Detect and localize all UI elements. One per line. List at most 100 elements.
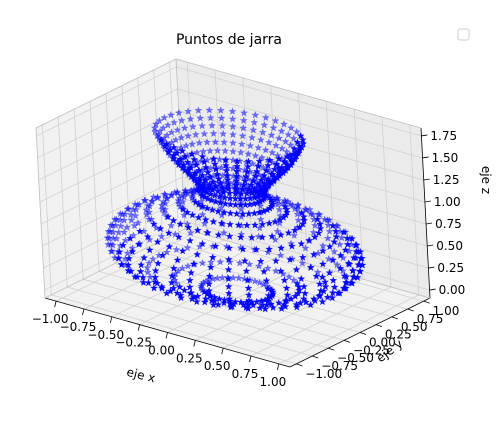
data-point-r17-p30	[208, 186, 217, 194]
data-point-r13-p27	[183, 208, 192, 216]
data-point-r20-p34	[232, 176, 241, 185]
data-point-r19-p27	[184, 169, 193, 177]
data-point-r11-p26	[150, 220, 158, 228]
data-point-r21-p14	[219, 129, 227, 138]
pane-edge-top-back	[175, 58, 422, 129]
data-point-r7-p0	[340, 271, 349, 280]
grid-z-back-7	[176, 66, 422, 137]
data-point-r8-p3	[352, 247, 361, 255]
grid-y-floor-0	[51, 294, 297, 365]
data-point-r22-p2	[291, 155, 299, 163]
data-point-r7-p11	[275, 205, 284, 214]
z-tick-6	[422, 156, 429, 159]
data-point-r21-p26	[169, 154, 177, 162]
data-point-r14-p38	[255, 208, 264, 216]
data-point-r11-p35	[252, 245, 261, 253]
data-point-r10-p23	[127, 210, 135, 219]
data-point-r12-p25	[160, 208, 169, 217]
data-point-r20-p12	[237, 140, 246, 148]
data-point-r10-p29	[165, 242, 174, 250]
data-point-r16-p34	[231, 194, 240, 203]
data-point-r21-p13	[229, 130, 237, 138]
x-tick-1	[82, 308, 85, 316]
data-point-r14-p39	[259, 207, 268, 215]
data-point-r8-p4	[351, 241, 360, 249]
data-point-r21-p33	[223, 171, 231, 179]
data-point-r23-p30	[190, 155, 199, 163]
data-point-r12-p27	[169, 216, 178, 224]
data-point-r10-p22	[129, 205, 137, 213]
x-tick-4	[165, 332, 168, 339]
data-point-r3-p31	[192, 297, 201, 306]
data-point-r14-p32	[220, 208, 228, 216]
data-point-r0-p8	[259, 280, 268, 288]
data-point-r24-p22	[152, 120, 160, 128]
data-point-r1-p32	[220, 298, 228, 307]
data-point-r14-p31	[214, 207, 222, 215]
data-point-r8-p33	[224, 274, 233, 283]
data-point-r7-p26	[115, 247, 124, 256]
data-point-r10-p20	[140, 196, 149, 204]
data-point-r24-p39	[283, 152, 291, 160]
data-point-r13-p20	[181, 189, 190, 197]
data-point-r2-p3	[321, 282, 330, 291]
data-point-r13-p35	[243, 221, 251, 229]
data-point-r23-p39	[280, 158, 289, 166]
data-point-r24-p31	[198, 152, 207, 160]
data-point-r10-p35	[256, 257, 265, 265]
data-point-r21-p32	[213, 170, 222, 178]
data-point-r19-p17	[199, 147, 208, 155]
data-point-r3-p22	[123, 249, 132, 257]
data-point-r8-p22	[111, 215, 119, 223]
data-point-r23-p5	[293, 138, 302, 146]
data-point-r14-p35	[239, 210, 247, 218]
data-point-r13-p32	[217, 219, 226, 227]
data-point-r19-p14	[221, 146, 230, 155]
data-point-r13-p28	[188, 211, 197, 219]
grid-y-side-2	[73, 109, 84, 280]
data-point-r1-p11	[255, 262, 263, 270]
data-point-r12-p32	[214, 230, 223, 239]
x-tick-label-0: −1.00	[32, 312, 69, 326]
data-point-r1-p17	[198, 259, 207, 267]
grid-y-side-7	[153, 69, 164, 240]
data-point-r24-p14	[216, 106, 225, 114]
data-point-r12-p21	[162, 194, 171, 202]
data-point-r13-p34	[234, 221, 243, 229]
data-point-r4-p31	[190, 293, 198, 301]
data-point-r15-p33	[226, 200, 235, 208]
data-point-r7-p33	[224, 282, 233, 290]
data-point-r10-p27	[143, 232, 152, 241]
data-point-r5-p26	[117, 260, 126, 268]
data-point-r20-p18	[188, 140, 197, 148]
data-point-r6-p2	[356, 267, 364, 275]
data-point-r10-p21	[133, 200, 142, 209]
data-point-r18-p31	[211, 182, 220, 190]
data-point-r10-p0	[319, 246, 327, 255]
data-point-r11-p7	[302, 206, 311, 214]
data-point-r21-p29	[187, 163, 195, 172]
x-tick-label-4: 0.00	[148, 344, 175, 358]
data-point-r22-p18	[180, 124, 189, 132]
data-point-r2-p19	[162, 248, 171, 256]
data-point-r8-p34	[243, 276, 252, 284]
data-points	[103, 106, 367, 313]
grid-y-side-5	[121, 85, 132, 256]
data-point-r11-p31	[198, 239, 207, 248]
data-point-r8-p26	[119, 241, 127, 249]
data-point-r24-p25	[153, 131, 161, 140]
data-point-r22-p16	[198, 121, 206, 130]
y-tick-label-5: 0.25	[385, 328, 412, 342]
data-point-r3-p9	[301, 244, 310, 252]
data-point-r2-p6	[313, 268, 322, 276]
data-point-r13-p6	[278, 199, 287, 207]
y-tick-0	[296, 363, 303, 367]
data-point-r16-p33	[226, 194, 234, 202]
data-point-r22-p14	[218, 121, 227, 130]
data-point-r2-p25	[146, 273, 155, 281]
data-point-r15-p30	[211, 197, 220, 205]
data-point-r1-p16	[207, 258, 215, 266]
data-point-r5-p32	[206, 292, 214, 300]
data-point-r10-p1	[325, 242, 334, 250]
data-point-r4-p7	[330, 247, 339, 256]
